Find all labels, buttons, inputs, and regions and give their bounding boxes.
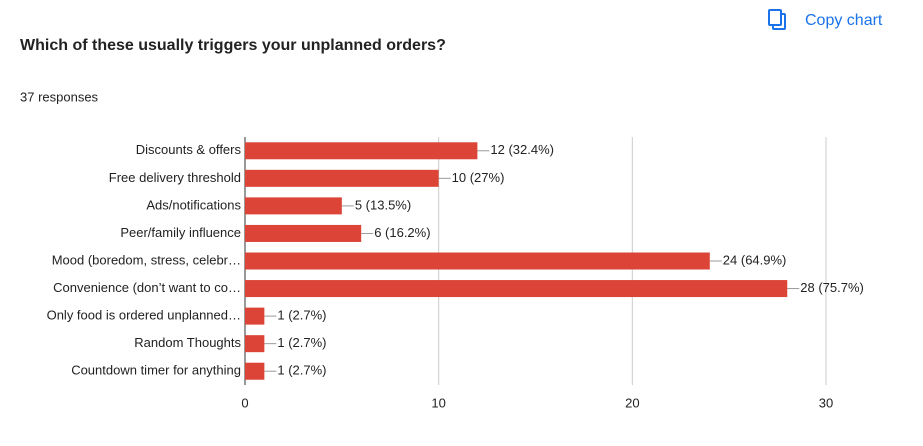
value-label: 24 (64.9%)	[723, 252, 787, 267]
bar	[245, 169, 439, 187]
y-tick-label: Random Thoughts	[134, 335, 241, 350]
y-tick-label: Only food is ordered unplanned…	[47, 308, 241, 323]
value-label: 1 (2.7%)	[277, 335, 326, 350]
x-tick-label: 10	[431, 395, 445, 410]
value-label: 1 (2.7%)	[277, 308, 326, 323]
y-tick-label: Peer/family influence	[120, 225, 241, 240]
bar	[245, 142, 478, 160]
bar	[245, 335, 265, 353]
x-tick-label: 0	[241, 395, 248, 410]
copy-chart-label[interactable]: Copy chart	[805, 12, 883, 29]
bar	[245, 280, 788, 298]
y-tick-label: Mood (boredom, stress, celebr…	[52, 252, 241, 267]
value-label: 5 (13.5%)	[355, 197, 411, 212]
value-label: 6 (16.2%)	[374, 225, 430, 240]
bar	[245, 224, 362, 242]
y-tick-label: Countdown timer for anything	[71, 363, 241, 378]
bar	[245, 252, 710, 270]
value-label: 28 (75.7%)	[800, 280, 864, 295]
value-label: 10 (27%)	[452, 170, 505, 185]
bar	[245, 307, 265, 325]
y-tick-label: Convenience (don’t want to co…	[53, 280, 241, 295]
chart-subtitle: 37 responses	[20, 89, 99, 104]
value-label: 12 (32.4%)	[490, 142, 554, 157]
value-label: 1 (2.7%)	[277, 363, 326, 378]
bar	[245, 362, 265, 380]
chart-title: Which of these usually triggers your unp…	[20, 37, 446, 54]
x-tick-label: 30	[819, 395, 833, 410]
x-tick-label: 20	[625, 395, 639, 410]
copy-chart-button[interactable]: Copy chart	[768, 9, 883, 30]
y-tick-label: Discounts & offers	[136, 142, 242, 157]
copy-icon	[768, 9, 782, 26]
y-tick-label: Free delivery threshold	[109, 170, 241, 185]
bar	[245, 197, 342, 215]
y-tick-label: Ads/notifications	[146, 197, 241, 212]
